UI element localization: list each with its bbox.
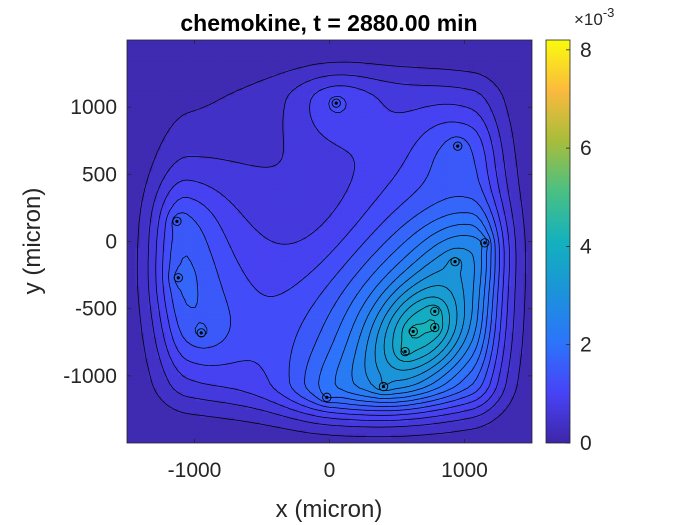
source-point [430,306,440,317]
colorbar-exponent-base: ×10 [574,10,603,29]
x-axis-label: x (micron) [276,496,383,523]
source-point [378,381,389,392]
y-tick-label: 1000 [70,96,117,119]
x-axis-ticks: -1000 0 1000 [168,40,488,482]
colorbar: 0 2 4 6 8 ×10-3 [545,5,614,455]
colorbar-tick-label: 8 [580,39,592,62]
source-point [408,326,418,337]
plot-area: -1000 0 1000 1000 500 0 -500 -1000 [63,40,532,482]
colorbar-exponent-power: -3 [603,5,615,20]
y-tick-label: 0 [105,231,117,254]
source-point [453,141,463,151]
source-markers [172,98,490,402]
y-tick-label: 500 [82,163,117,186]
colorbar-exponent: ×10-3 [574,5,614,29]
source-point [430,322,440,333]
source-point [450,256,460,267]
colorbar-ticks: 0 2 4 6 8 [545,39,592,455]
y-axis-ticks: 1000 500 0 -500 -1000 [63,96,532,388]
x-tick-label: 1000 [441,459,488,482]
source-point [480,238,490,248]
y-axis-label: y (micron) [19,188,46,295]
x-tick-label: -1000 [168,459,222,482]
colorbar-tick-label: 4 [580,235,592,258]
source-point [196,328,206,338]
source-point [331,98,341,108]
plot-frame [126,39,533,444]
chart-title: chemokine, t = 2880.00 min [180,10,477,36]
colorbar-tick-label: 6 [580,137,592,160]
source-point [322,392,332,402]
colorbar-tick-label: 2 [580,334,592,357]
source-point [173,273,183,283]
colorbar-frame [545,39,571,444]
y-tick-label: -1000 [63,365,117,388]
source-point [172,216,182,227]
y-tick-label: -500 [75,298,117,321]
source-point [400,347,410,357]
colorbar-gradient [546,40,570,443]
colorbar-tick-label: 0 [580,432,592,455]
x-tick-label: 0 [324,459,336,482]
